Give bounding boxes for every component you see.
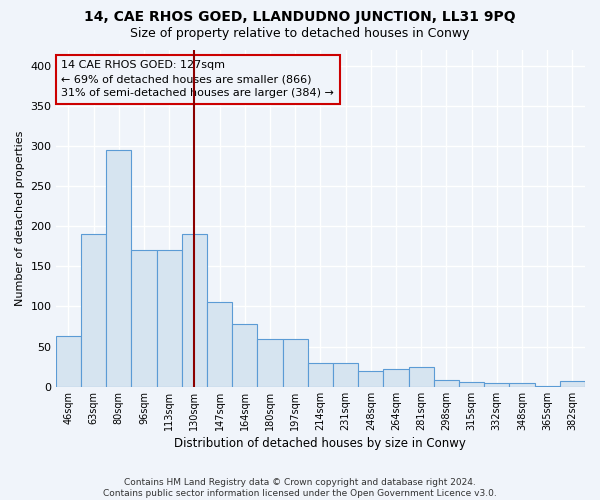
Bar (409, 366, 434, 386)
Bar (358, 370, 383, 386)
Bar (283, 338, 308, 386)
Bar (56, 336, 81, 386)
Bar (106, 150, 131, 386)
Bar (333, 362, 358, 386)
Bar (207, 302, 232, 386)
Bar (308, 362, 333, 386)
Text: 14, CAE RHOS GOED, LLANDUDNO JUNCTION, LL31 9PQ: 14, CAE RHOS GOED, LLANDUDNO JUNCTION, L… (84, 10, 516, 24)
Text: Size of property relative to detached houses in Conwy: Size of property relative to detached ho… (130, 28, 470, 40)
Y-axis label: Number of detached properties: Number of detached properties (15, 130, 25, 306)
Bar (232, 324, 257, 386)
Bar (157, 250, 182, 386)
Bar (459, 382, 484, 386)
Text: Contains HM Land Registry data © Crown copyright and database right 2024.
Contai: Contains HM Land Registry data © Crown c… (103, 478, 497, 498)
Bar (434, 380, 459, 386)
Bar (560, 381, 585, 386)
X-axis label: Distribution of detached houses by size in Conwy: Distribution of detached houses by size … (175, 437, 466, 450)
Bar (182, 234, 207, 386)
Bar (81, 234, 106, 386)
Bar (509, 384, 535, 386)
Text: 14 CAE RHOS GOED: 127sqm
← 69% of detached houses are smaller (866)
31% of semi-: 14 CAE RHOS GOED: 127sqm ← 69% of detach… (61, 60, 334, 98)
Bar (484, 382, 509, 386)
Bar (257, 338, 283, 386)
Bar (131, 250, 157, 386)
Bar (383, 369, 409, 386)
